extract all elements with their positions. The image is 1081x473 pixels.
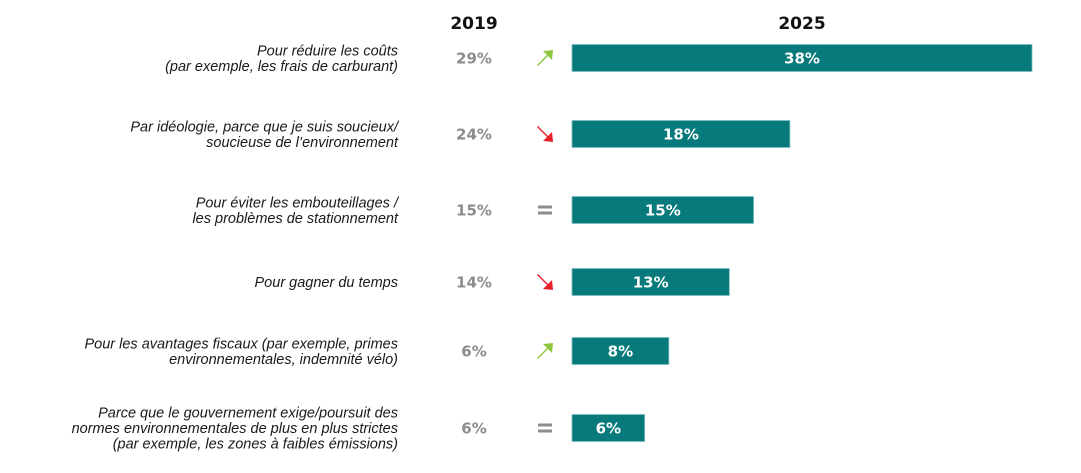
category-label-line: Pour réduire les coûts	[257, 43, 398, 59]
category-label: Par idéologie, parce que je suis soucieu…	[130, 119, 400, 151]
category-label: Pour gagner du temps	[255, 275, 398, 291]
chart-row: Pour réduire les coûts (par exemple, les …	[165, 43, 1033, 75]
equal-bar-bottom	[538, 211, 552, 215]
bar-value-label: 38%	[784, 50, 820, 68]
bar-2025	[571, 268, 730, 296]
chart-row: Pour les avantages fiscaux (par exemple,…	[84, 336, 670, 368]
column-header-2025: 2025	[778, 14, 825, 34]
category-label: Pour les avantages fiscaux (par exemple,…	[84, 336, 398, 368]
category-label-line: soucieuse de l’environnement	[206, 135, 399, 151]
bar-2025	[571, 44, 1033, 72]
trend-down-arrow-icon	[537, 274, 553, 290]
chart-row: Par idéologie, parce que je suis soucieu…	[130, 119, 791, 151]
trend-equal-icon	[538, 205, 552, 215]
chart-row: Parce que le gouvernement exige/poursuit…	[72, 406, 646, 453]
bar-2025	[571, 414, 646, 442]
bar-2025	[571, 120, 791, 148]
equal-bar-top	[538, 205, 552, 209]
bar-value-label: 18%	[663, 126, 699, 144]
arrow-shape	[537, 50, 553, 66]
bar-value-label: 15%	[645, 202, 681, 220]
value-2019: 6%	[461, 420, 486, 438]
category-label-line: normes environnementales de plus en plus…	[72, 421, 398, 437]
bar-2025	[571, 196, 754, 224]
category-label: Pour réduire les coûts (par exemple, les …	[165, 43, 398, 75]
category-label-line: les problèmes de stationnement	[192, 211, 399, 227]
category-label-line: Pour éviter les embouteillages /	[196, 195, 400, 211]
trend-equal-icon	[538, 423, 552, 433]
equal-bar-top	[538, 423, 552, 427]
value-2019: 15%	[456, 202, 492, 220]
category-label-line: environnementales, indemnité vélo)	[169, 352, 398, 368]
category-label-line: Parce que le gouvernement exige/poursuit…	[98, 406, 398, 422]
category-label-line: Pour gagner du temps	[255, 275, 398, 291]
chart-row: Pour éviter les embouteillages / les prob…	[192, 195, 754, 227]
bar-2025	[571, 337, 670, 365]
column-header-2019: 2019	[450, 14, 497, 34]
rows: Pour réduire les coûts (par exemple, les …	[72, 43, 1033, 453]
category-label-line: (par exemple, les frais de carburant)	[165, 59, 398, 75]
bar-value-label: 6%	[596, 420, 621, 438]
category-label-line: Par idéologie, parce que je suis soucieu…	[130, 119, 400, 135]
category-label: Pour éviter les embouteillages / les prob…	[192, 195, 400, 227]
equal-bar-bottom	[538, 429, 552, 433]
trend-up-arrow-icon	[537, 50, 553, 66]
trend-down-arrow-icon	[537, 126, 553, 142]
arrow-shape	[537, 126, 553, 142]
arrow-shape	[537, 343, 553, 359]
value-2019: 14%	[456, 274, 492, 292]
trend-up-arrow-icon	[537, 343, 553, 359]
chart-row: Pour gagner du temps 14% 13%	[255, 268, 730, 296]
value-2019: 6%	[461, 343, 486, 361]
bar-value-label: 8%	[608, 343, 633, 361]
category-label-line: Pour les avantages fiscaux (par exemple,…	[84, 336, 398, 352]
value-2019: 24%	[456, 126, 492, 144]
value-2019: 29%	[456, 50, 492, 68]
category-label-line: (par exemple, les zones à faibles émissi…	[113, 437, 398, 453]
bar-value-label: 13%	[633, 274, 669, 292]
arrow-shape	[537, 274, 553, 290]
category-label: Parce que le gouvernement exige/poursuit…	[72, 406, 398, 453]
